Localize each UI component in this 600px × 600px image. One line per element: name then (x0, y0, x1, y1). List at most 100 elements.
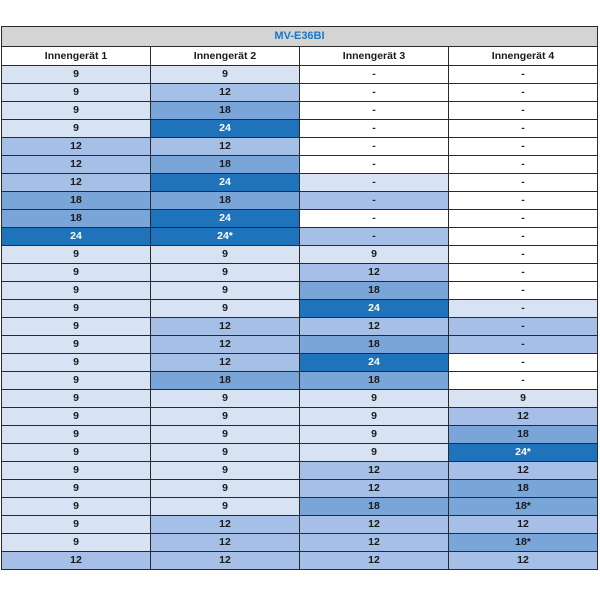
capacity-table-container: MV-E36BI Innengerät 1 Innengerät 2 Innen… (1, 26, 598, 570)
table-row: 24 24* - - (1, 227, 598, 246)
table-cell-innengeraet-3: 12 (299, 479, 449, 498)
table-cell-innengeraet-2: 12 (150, 335, 300, 354)
table-cell-innengeraet-4: 12 (448, 551, 598, 570)
table-cell-innengeraet-1: 9 (1, 515, 151, 534)
table-cell-innengeraet-4: - (448, 191, 598, 210)
table-row: 9 12 18- (1, 335, 598, 354)
table-cell-innengeraet-1: 18 (1, 209, 151, 228)
table-row: 9 18 18- (1, 371, 598, 390)
table-cell-innengeraet-4: 18* (448, 497, 598, 516)
table-cell-innengeraet-3: - (299, 191, 449, 210)
table-cell-innengeraet-4: - (448, 371, 598, 390)
table-cell-innengeraet-2: 9 (150, 497, 300, 516)
table-cell-innengeraet-1: 9 (1, 335, 151, 354)
table-cell-innengeraet-3: - (299, 155, 449, 174)
table-cell-innengeraet-4: - (448, 173, 598, 192)
table-body: 9 9- -9 12- -9 18- -9 24- -12 12- -12 18- -12 24- -18 1… (1, 65, 598, 570)
table-cell-innengeraet-2: 9 (150, 407, 300, 426)
table-cell-innengeraet-3: 24 (299, 353, 449, 372)
table-cell-innengeraet-2: 9 (150, 461, 300, 480)
table-cell-innengeraet-4: - (448, 299, 598, 318)
table-row: 9 9 9 12 (1, 407, 598, 426)
table-cell-innengeraet-1: 9 (1, 389, 151, 408)
table-cell-innengeraet-2: 12 (150, 137, 300, 156)
table-cell-innengeraet-4: 9 (448, 389, 598, 408)
table-cell-innengeraet-4: 18 (448, 425, 598, 444)
table-row: 12 18- - (1, 155, 598, 174)
table-cell-innengeraet-4: - (448, 65, 598, 84)
table-cell-innengeraet-1: 24 (1, 227, 151, 246)
table-cell-innengeraet-1: 12 (1, 155, 151, 174)
table-row: 9 9 12 18 (1, 479, 598, 498)
table-cell-innengeraet-1: 12 (1, 137, 151, 156)
table-cell-innengeraet-4: - (448, 317, 598, 336)
table-cell-innengeraet-3: 18 (299, 335, 449, 354)
table-row: 9 12 12 12 (1, 515, 598, 534)
table-row: 9 9 18- (1, 281, 598, 300)
table-cell-innengeraet-4: - (448, 263, 598, 282)
table-row: 9 12 12 18* (1, 533, 598, 552)
table-row: 9 9 9 24* (1, 443, 598, 462)
table-row: 9 18- - (1, 101, 598, 120)
table-row: 12 12 12 12 (1, 551, 598, 570)
table-cell-innengeraet-1: 9 (1, 101, 151, 120)
table-cell-innengeraet-2: 12 (150, 515, 300, 534)
table-cell-innengeraet-4: 24* (448, 443, 598, 462)
table-cell-innengeraet-2: 18 (150, 371, 300, 390)
table-cell-innengeraet-2: 24 (150, 173, 300, 192)
table-cell-innengeraet-4: - (448, 335, 598, 354)
table-cell-innengeraet-3: 9 (299, 407, 449, 426)
table-cell-innengeraet-3: 9 (299, 425, 449, 444)
table-cell-innengeraet-1: 9 (1, 533, 151, 552)
table-cell-innengeraet-1: 12 (1, 551, 151, 570)
table-cell-innengeraet-1: 9 (1, 461, 151, 480)
table-cell-innengeraet-2: 12 (150, 533, 300, 552)
table-cell-innengeraet-2: 9 (150, 245, 300, 264)
table-cell-innengeraet-4: - (448, 83, 598, 102)
table-row: 12 24- - (1, 173, 598, 192)
table-cell-innengeraet-3: 12 (299, 461, 449, 480)
table-cell-innengeraet-3: - (299, 119, 449, 138)
table-cell-innengeraet-4: - (448, 137, 598, 156)
table-cell-innengeraet-2: 18 (150, 101, 300, 120)
table-cell-innengeraet-4: 12 (448, 407, 598, 426)
column-header-innengeraet-4: Innengerät 4 (448, 46, 598, 66)
table-cell-innengeraet-3: 9 (299, 245, 449, 264)
table-cell-innengeraet-1: 9 (1, 245, 151, 264)
table-cell-innengeraet-1: 9 (1, 407, 151, 426)
table-row: 18 24- - (1, 209, 598, 228)
table-cell-innengeraet-2: 18 (150, 155, 300, 174)
indoor-unit-combination-table: MV-E36BI Innengerät 1 Innengerät 2 Innen… (1, 26, 598, 570)
table-cell-innengeraet-4: - (448, 155, 598, 174)
table-cell-innengeraet-1: 9 (1, 497, 151, 516)
table-row: 12 12- - (1, 137, 598, 156)
table-cell-innengeraet-1: 9 (1, 353, 151, 372)
table-cell-innengeraet-4: - (448, 101, 598, 120)
table-cell-innengeraet-4: - (448, 281, 598, 300)
table-cell-innengeraet-1: 9 (1, 443, 151, 462)
table-row: 9 12 12- (1, 317, 598, 336)
table-cell-innengeraet-4: - (448, 245, 598, 264)
table-title: MV-E36BI (1, 26, 598, 47)
column-header-innengeraet-3: Innengerät 3 (299, 46, 449, 66)
table-cell-innengeraet-2: 12 (150, 83, 300, 102)
table-cell-innengeraet-3: - (299, 173, 449, 192)
table-title-row: MV-E36BI (1, 26, 598, 47)
table-cell-innengeraet-1: 9 (1, 299, 151, 318)
table-cell-innengeraet-3: 18 (299, 371, 449, 390)
table-cell-innengeraet-3: 18 (299, 281, 449, 300)
table-row: 9 24- - (1, 119, 598, 138)
table-cell-innengeraet-3: 12 (299, 533, 449, 552)
table-cell-innengeraet-3: 9 (299, 389, 449, 408)
table-cell-innengeraet-4: - (448, 209, 598, 228)
table-cell-innengeraet-4: - (448, 353, 598, 372)
table-cell-innengeraet-1: 9 (1, 119, 151, 138)
table-cell-innengeraet-1: 9 (1, 65, 151, 84)
table-row: 9 9 18 18* (1, 497, 598, 516)
table-cell-innengeraet-2: 24 (150, 209, 300, 228)
table-cell-innengeraet-2: 9 (150, 281, 300, 300)
table-cell-innengeraet-1: 9 (1, 317, 151, 336)
table-cell-innengeraet-3: - (299, 101, 449, 120)
